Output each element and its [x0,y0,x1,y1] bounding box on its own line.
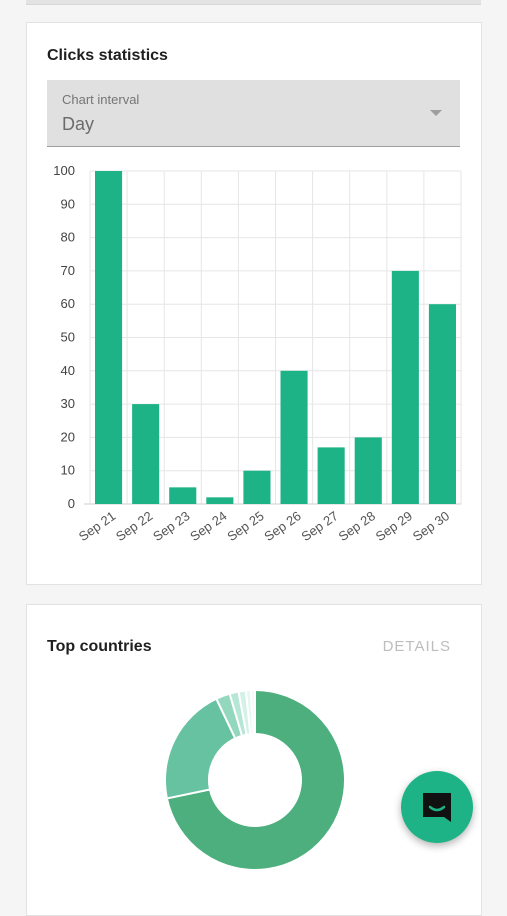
top-countries-donut-chart [164,688,346,871]
bar [169,487,197,504]
donut-slice [164,697,237,800]
x-tick-label: Sep 26 [261,508,303,544]
bar [354,437,382,504]
y-tick-label: 70 [61,263,75,278]
bar [280,370,308,504]
x-tick-label: Sep 29 [373,508,415,544]
chart-interval-label: Chart interval [62,92,140,107]
y-tick-label: 0 [68,496,75,511]
previous-card-edge [26,0,481,5]
x-tick-label: Sep 21 [76,508,118,544]
clicks-statistics-title: Clicks statistics [47,47,168,64]
chat-button[interactable] [401,771,473,843]
y-tick-label: 60 [61,296,75,311]
dropdown-arrow-icon [430,110,442,116]
x-tick-label: Sep 30 [410,508,452,544]
bar [95,171,123,504]
chart-interval-value: Day [62,114,95,134]
details-button[interactable]: DETAILS [382,638,451,655]
x-tick-label: Sep 22 [113,508,155,544]
y-tick-label: 90 [61,196,75,211]
bar [132,404,160,504]
chat-icon [423,793,451,822]
x-tick-label: Sep 24 [187,508,229,544]
x-tick-label: Sep 28 [336,508,378,544]
y-tick-label: 40 [61,363,75,378]
bar [243,470,271,504]
bar [317,447,345,504]
top-countries-card: Top countries DETAILS [26,604,482,916]
y-tick-label: 20 [61,429,75,444]
y-tick-label: 80 [61,230,75,245]
donut-slice [165,688,346,871]
x-tick-label: Sep 27 [299,508,341,544]
y-tick-label: 30 [61,396,75,411]
y-tick-label: 100 [53,163,75,178]
y-tick-label: 10 [61,463,75,478]
top-countries-title: Top countries [47,638,152,655]
x-tick-label: Sep 23 [150,508,192,544]
bar [206,497,234,504]
x-tick-label: Sep 25 [224,508,266,544]
donut-slice [249,688,256,736]
y-tick-label: 50 [61,330,75,345]
chart-interval-select[interactable]: Chart interval Day [47,80,460,147]
bar [428,304,456,504]
bar [391,270,419,504]
clicks-statistics-card: Clicks statistics Chart interval Day 0 10… [26,22,482,585]
